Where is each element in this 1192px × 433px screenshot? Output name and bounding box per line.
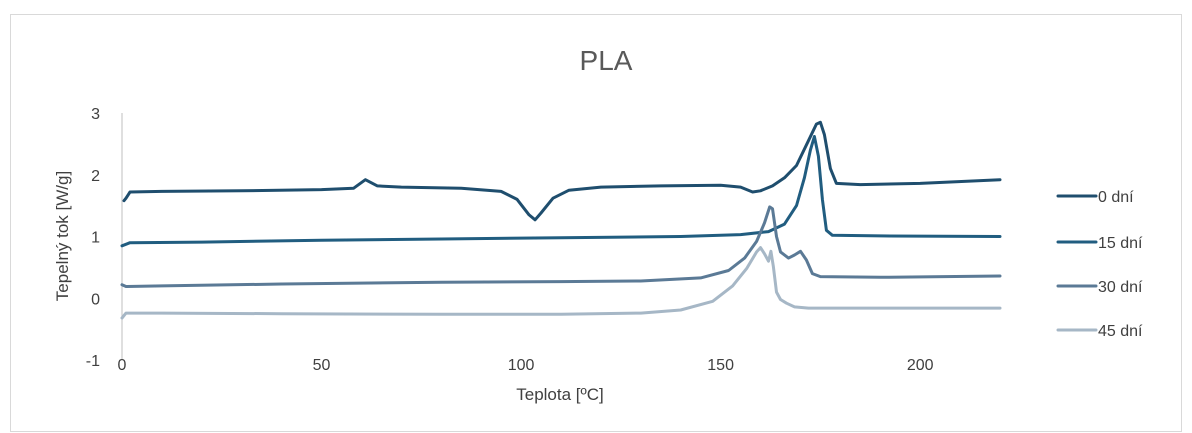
x-axis-title: Teplota [ºC] [516, 385, 603, 404]
y-axis: -1 0 1 2 3 [86, 106, 100, 370]
y-tick-label: 0 [91, 291, 100, 308]
chart-title: PLA [580, 45, 633, 76]
y-tick-label: 1 [91, 230, 100, 247]
x-tick-label: 100 [508, 357, 535, 374]
y-tick-label: -1 [86, 353, 100, 370]
legend-label: 30 dní [1098, 279, 1143, 296]
x-tick-label: 0 [118, 357, 127, 374]
legend-label: 0 dní [1098, 189, 1134, 206]
x-axis: 0 50 100 150 200 [118, 357, 934, 374]
legend-label: 15 dní [1098, 235, 1143, 252]
series-line-3 [120, 205, 1002, 288]
plot-area [120, 113, 1002, 360]
legend-label: 45 dní [1098, 323, 1143, 340]
x-tick-label: 200 [907, 357, 934, 374]
x-tick-label: 150 [707, 357, 734, 374]
y-axis-title: Tepelný tok [W/g] [53, 171, 72, 301]
y-tick-label: 2 [91, 168, 100, 185]
series-line-4 [120, 246, 1002, 320]
legend: 0 dní 15 dní 30 dní 45 dní [1056, 189, 1143, 340]
series-line-2 [120, 135, 1002, 248]
y-tick-label: 3 [91, 106, 100, 123]
chart-frame [10, 14, 1182, 432]
series-line-1 [122, 120, 1002, 222]
x-tick-label: 50 [313, 357, 331, 374]
